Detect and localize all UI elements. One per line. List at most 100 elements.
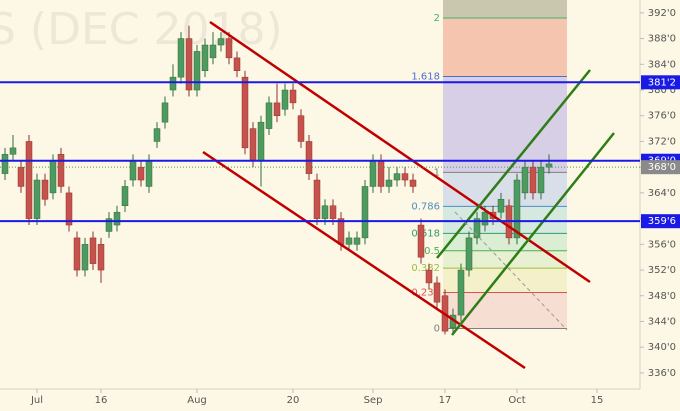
candle-body [97,244,105,271]
candle-body [361,186,369,239]
trend-line [209,20,591,284]
price-label-box [641,75,680,90]
y-tick-label: 372'0 [648,136,676,147]
candle-body [385,179,393,187]
y-tick-label: 364'0 [648,188,676,199]
candle-body [537,166,545,194]
price-label: 381'2 [648,77,676,88]
fib-level-label: 0.618 [411,228,440,239]
candle-body [297,115,305,142]
candle-body [425,269,433,284]
trend-line [451,132,615,336]
fib-band [443,172,567,207]
fib-band [443,250,567,269]
y-tick-label: 356'0 [648,239,676,250]
candle-body [281,89,289,110]
y-tick-label: 388'0 [648,34,676,45]
candle-body [433,282,441,303]
last-price-box [641,160,680,175]
candle-body [313,179,321,219]
candle-body [49,160,57,194]
y-tick-label: 344'0 [648,316,676,327]
watermark: S (DEC 2018) [0,4,283,55]
y-tick-label: 376'0 [648,111,676,122]
fib-level-label: 0.786 [411,201,440,212]
candle-body [217,38,225,46]
candle-body [289,89,297,104]
candle-body [329,205,337,219]
candle-body [457,269,465,316]
candle-body [353,237,361,245]
candle-body [57,154,65,187]
y-tick-label: 340'0 [648,342,676,353]
x-tick-label: 16 [95,395,108,406]
fib-level-label: 0.382 [411,263,440,274]
candle-body [129,160,137,181]
candle-body [337,218,345,245]
candle-body [9,147,17,155]
x-tick-label: Aug [187,395,207,406]
candle-body [369,160,377,187]
candle-body [497,199,505,213]
candle-body [345,237,353,245]
candle-body [1,154,9,174]
candle-body [273,102,281,116]
trend-lines [202,20,615,370]
last-price-label: 368'0 [648,162,676,173]
price-label-box [641,214,680,229]
fib-band [443,18,567,77]
x-tick-label: 15 [591,395,604,406]
candle-body [137,166,145,181]
candle-body [409,179,417,187]
candle-body [393,173,401,181]
fib-level-label: 1 [434,167,440,178]
candle-body [305,141,313,174]
candle-body [465,237,473,271]
x-tick-label: Sep [364,395,383,406]
candle-body [481,211,489,226]
candle-body [209,44,217,59]
fib-trend-line [454,211,568,331]
fib-level-label: 0.5 [424,246,440,257]
candle-body [225,38,233,59]
candle-body [417,224,425,258]
candle-body [241,76,249,149]
x-tick-label: Oct [508,395,525,406]
trend-line [202,150,526,370]
fib-level-label: 2 [434,13,440,24]
candle-body [377,160,385,187]
candle-body [529,166,537,194]
candle-body [513,179,521,239]
x-tick-label: 17 [439,395,452,406]
candle-body [521,166,529,194]
candle-body [113,211,121,226]
candle-body [153,128,161,142]
candle-body [145,160,153,187]
price-label: 359'6 [648,216,676,227]
candle-body [249,128,257,161]
candle-body [401,173,409,181]
y-tick-label: 348'0 [648,291,676,302]
candle-body [161,102,169,123]
fib-level-label: 0.236 [411,288,440,299]
fib-level-label: 0 [434,324,440,335]
candle-body [321,205,329,219]
y-tick-label: 352'0 [648,265,676,276]
candle-body [473,218,481,239]
x-tick-label: Jul [30,395,43,406]
candle-body [169,76,177,91]
y-tick-label: 336'0 [648,368,676,379]
candle-body [17,166,25,187]
fib-band [443,206,567,234]
candle-body [185,38,193,91]
y-tick-label: 392'0 [648,8,676,19]
trend-line [436,69,591,259]
candle-body [81,244,89,271]
y-tick-label: 384'0 [648,59,676,70]
candles [1,25,553,335]
candle-body [193,51,201,91]
candle-body [121,186,129,207]
